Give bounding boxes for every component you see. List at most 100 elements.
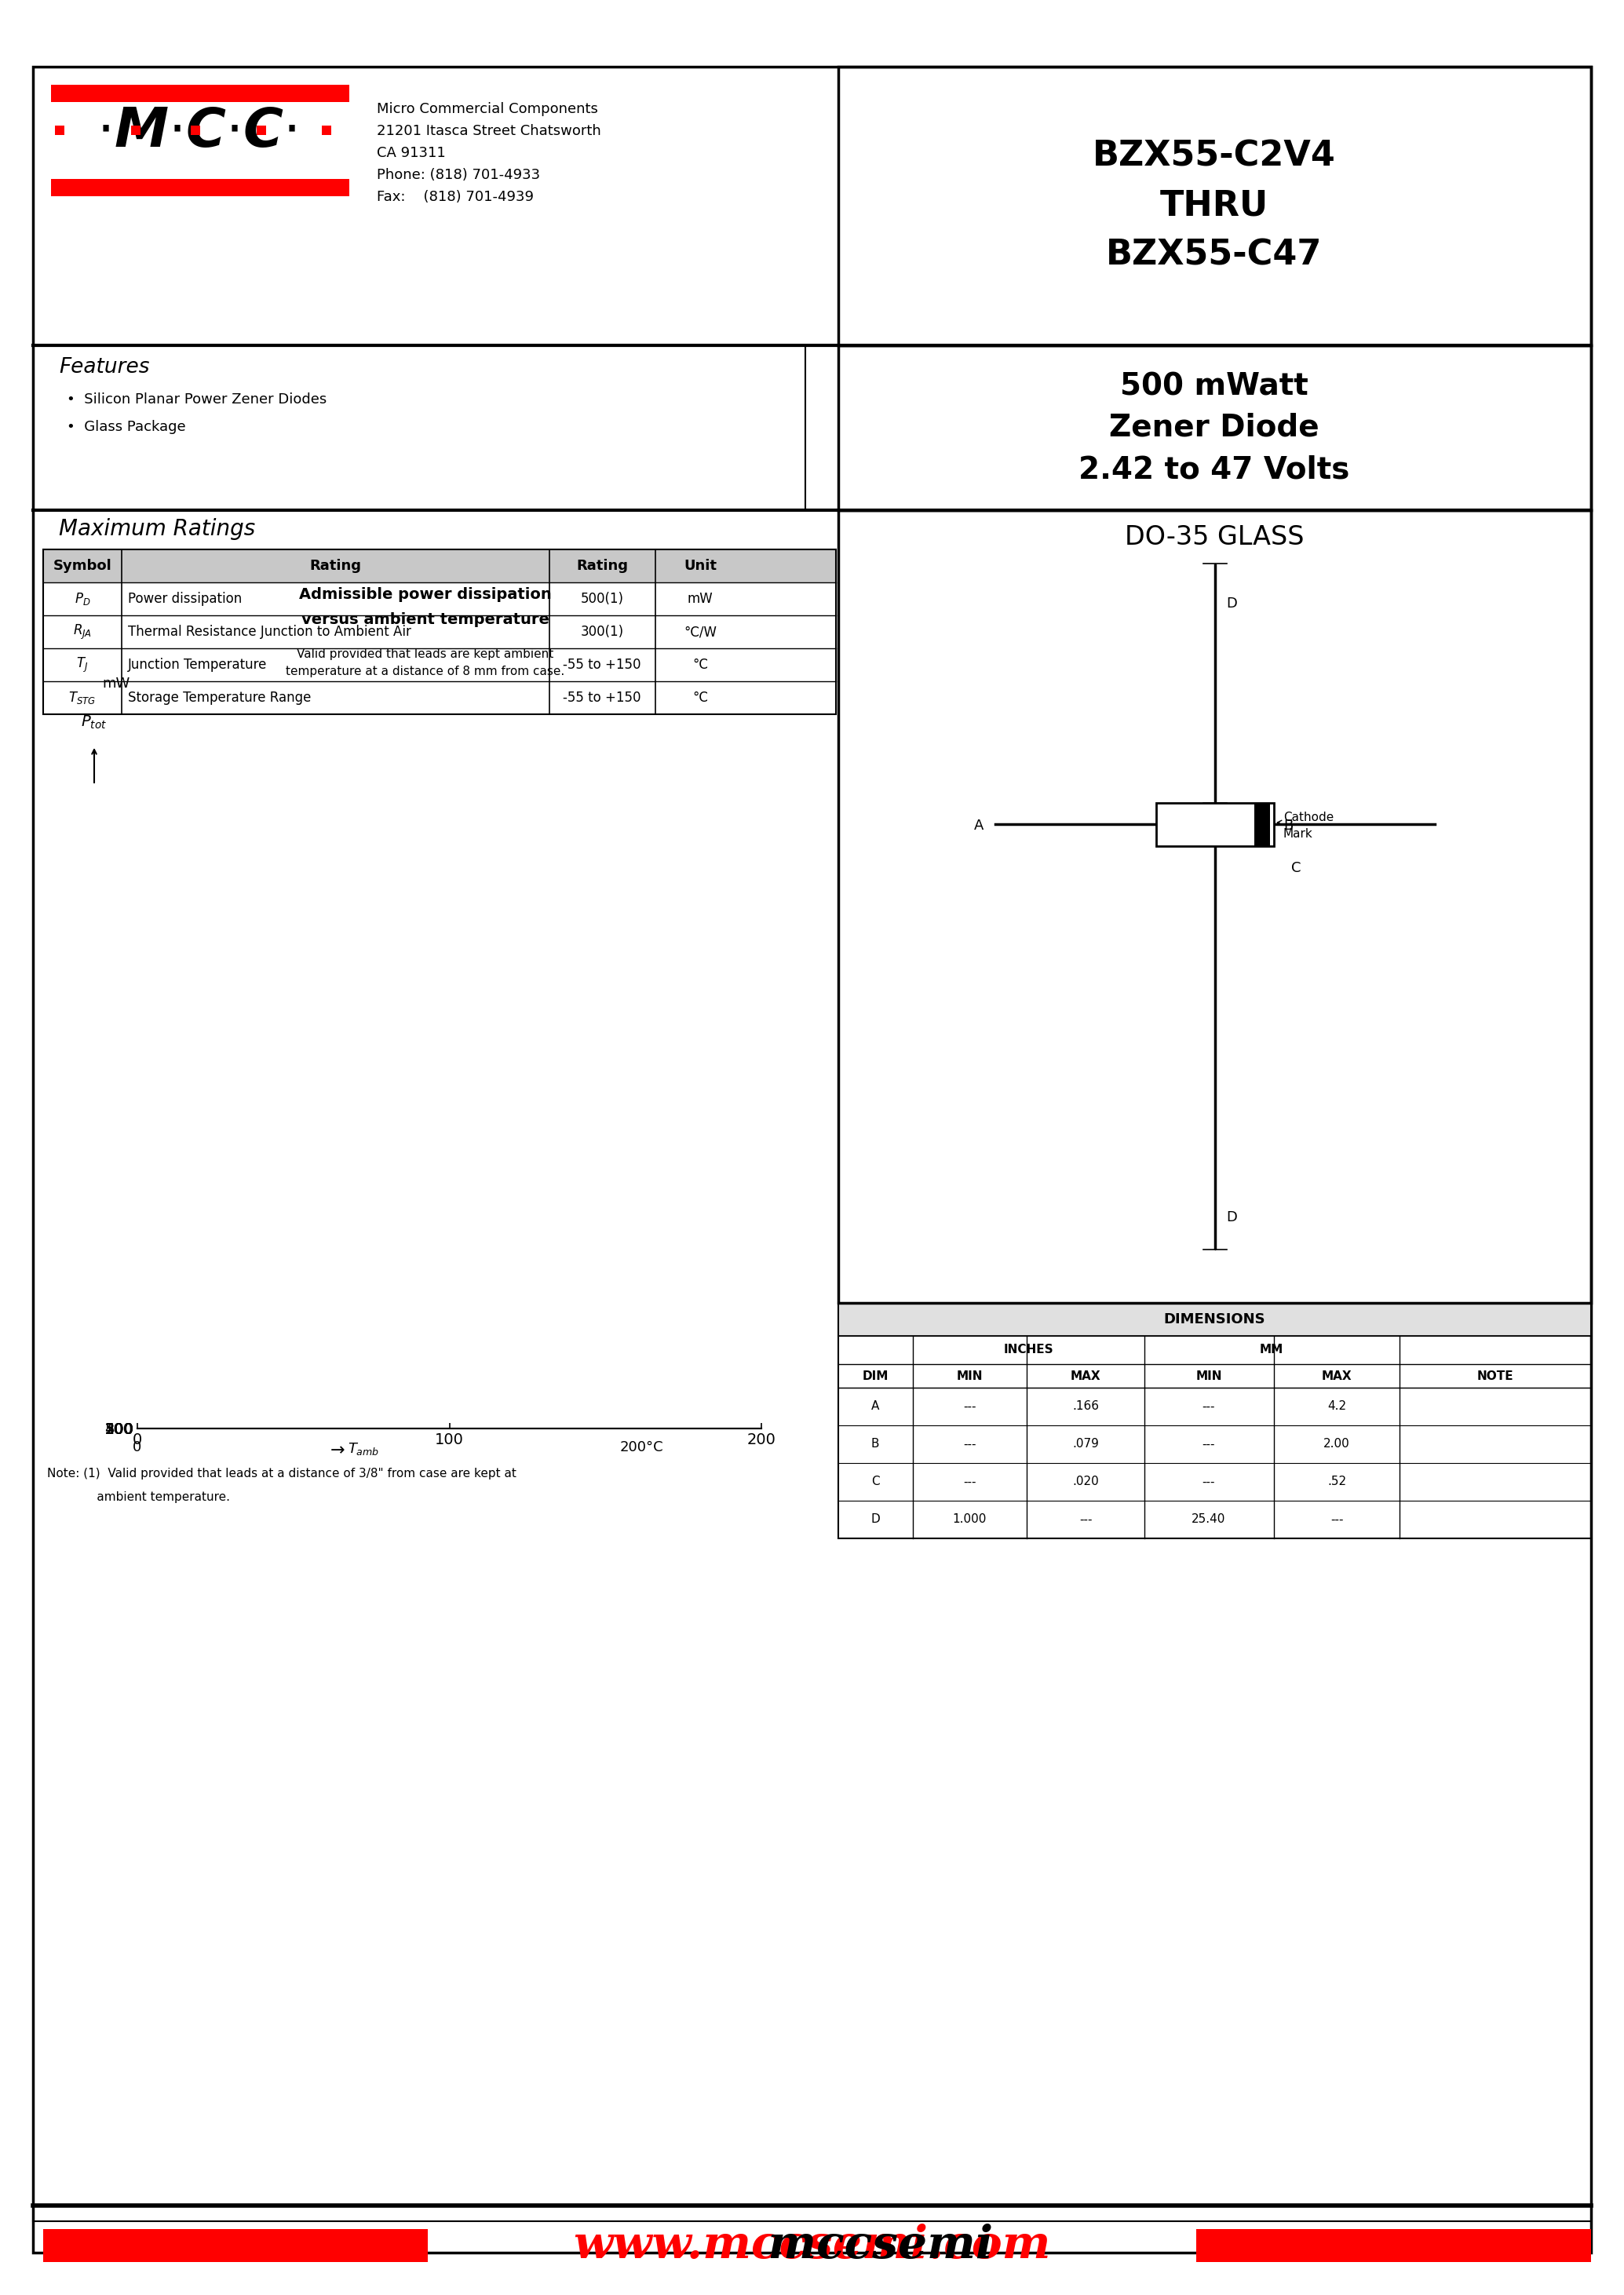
Text: 300(1): 300(1) [580, 624, 624, 638]
Text: 25.40: 25.40 [1192, 1515, 1226, 1526]
Text: 500(1): 500(1) [580, 592, 624, 606]
Text: Symbol: Symbol [54, 560, 112, 574]
Text: Unit: Unit [684, 560, 716, 574]
Text: mW: mW [687, 592, 713, 606]
Text: $P_D$: $P_D$ [75, 592, 91, 606]
Text: DIMENSIONS: DIMENSIONS [1163, 1313, 1265, 1327]
Text: DIM: DIM [862, 1370, 888, 1382]
Bar [1254, 803, 1270, 847]
Text: C: C [870, 1476, 879, 1487]
Text: ---: --- [963, 1476, 976, 1487]
Text: A: A [974, 819, 984, 833]
Text: C: C [1291, 861, 1301, 874]
Text: DO-35 GLASS: DO-35 GLASS [1124, 523, 1304, 551]
Text: 200°C: 200°C [620, 1441, 664, 1455]
Bar [838, 1304, 1592, 1336]
Text: ---: --- [963, 1400, 976, 1411]
Text: ---: --- [963, 1439, 976, 1450]
Text: •  Glass Package: • Glass Package [67, 420, 185, 434]
Text: MIN: MIN [1195, 1370, 1221, 1382]
Bar [50, 85, 349, 101]
Bar [44, 2228, 427, 2263]
Bar [132, 126, 141, 135]
Text: .020: .020 [1072, 1476, 1099, 1487]
Text: $R_{JA}$: $R_{JA}$ [73, 622, 93, 640]
Text: →: → [330, 1444, 344, 1457]
Bar [190, 126, 200, 135]
Text: .52: .52 [1327, 1476, 1346, 1487]
Text: -55 to +150: -55 to +150 [564, 659, 641, 672]
Text: .079: .079 [1072, 1439, 1099, 1450]
Text: Valid provided that leads are kept ambient: Valid provided that leads are kept ambie… [297, 647, 554, 661]
Text: Mark: Mark [1283, 828, 1312, 840]
Text: $T_{amb}$: $T_{amb}$ [348, 1441, 380, 1457]
Text: Admissible power dissipation: Admissible power dissipation [299, 588, 552, 601]
Text: Fax:    (818) 701-4939: Fax: (818) 701-4939 [377, 190, 534, 204]
Text: •  Silicon Planar Power Zener Diodes: • Silicon Planar Power Zener Diodes [67, 392, 326, 406]
Text: MIN: MIN [957, 1370, 983, 1382]
Text: mccsemi: mccsemi [624, 2224, 992, 2267]
Text: Cathode: Cathode [1283, 812, 1333, 824]
Text: -55 to +150: -55 to +150 [564, 691, 641, 705]
Text: $P_{tot}$: $P_{tot}$ [81, 714, 107, 732]
Bar [50, 179, 349, 195]
Text: Note: (1)  Valid provided that leads at a distance of 3/8" from case are kept at: Note: (1) Valid provided that leads at a… [47, 1469, 516, 1480]
Bar [1197, 2228, 1592, 2263]
Bar [55, 126, 65, 135]
Text: .166: .166 [1072, 1400, 1099, 1411]
Bar [32, 344, 806, 509]
Text: $T_{STG}$: $T_{STG}$ [68, 691, 96, 705]
Text: temperature at a distance of 8 mm from case.: temperature at a distance of 8 mm from c… [286, 666, 565, 677]
Text: 0: 0 [133, 1441, 141, 1455]
Text: ambient temperature.: ambient temperature. [47, 1492, 231, 1503]
Text: ---: --- [1202, 1439, 1215, 1450]
Text: D: D [1226, 597, 1237, 610]
Bar [322, 126, 331, 135]
Text: MAX: MAX [1322, 1370, 1351, 1382]
Text: Storage Temperature Range: Storage Temperature Range [128, 691, 312, 705]
Text: ---: --- [1202, 1400, 1215, 1411]
Bar [257, 126, 266, 135]
Text: Maximum Ratings: Maximum Ratings [58, 519, 255, 539]
Text: INCHES: INCHES [1004, 1345, 1054, 1356]
Bar [838, 67, 1592, 344]
Text: www.mccsemi.com: www.mccsemi.com [573, 2224, 1051, 2267]
Text: Junction Temperature: Junction Temperature [128, 659, 268, 672]
Bar [44, 549, 836, 583]
Text: 2.00: 2.00 [1324, 1439, 1350, 1450]
Text: Power dissipation: Power dissipation [128, 592, 242, 606]
Text: 500 mWatt
Zener Diode
2.42 to 47 Volts: 500 mWatt Zener Diode 2.42 to 47 Volts [1078, 372, 1350, 484]
Text: ---: --- [1202, 1476, 1215, 1487]
Text: D: D [1226, 1209, 1237, 1226]
Bar [838, 1304, 1592, 1538]
Text: °C/W: °C/W [684, 624, 716, 638]
Text: Thermal Resistance Junction to Ambient Air: Thermal Resistance Junction to Ambient A… [128, 624, 411, 638]
Text: Rating: Rating [309, 560, 361, 574]
Text: CA 91311: CA 91311 [377, 147, 445, 161]
Text: Micro Commercial Components: Micro Commercial Components [377, 101, 598, 117]
Text: BZX55-C2V4
THRU
BZX55-C47: BZX55-C2V4 THRU BZX55-C47 [1093, 140, 1337, 273]
Bar [44, 549, 836, 714]
Text: MM: MM [1260, 1345, 1283, 1356]
Text: mW: mW [102, 677, 130, 691]
Text: Phone: (818) 701-4933: Phone: (818) 701-4933 [377, 168, 541, 181]
Text: D: D [870, 1515, 880, 1526]
Text: $T_J$: $T_J$ [76, 656, 88, 675]
Bar [838, 344, 1592, 509]
Text: A: A [870, 1400, 879, 1411]
Text: versus ambient temperature: versus ambient temperature [302, 613, 549, 627]
Text: B: B [870, 1439, 879, 1450]
Text: 4.2: 4.2 [1327, 1400, 1346, 1411]
Text: °C: °C [692, 691, 708, 705]
Bar [838, 509, 1592, 1304]
Text: 1.000: 1.000 [952, 1515, 986, 1526]
Text: Features: Features [58, 358, 149, 379]
Text: MAX: MAX [1070, 1370, 1101, 1382]
Bar [1156, 803, 1273, 847]
Text: 21201 Itasca Street Chatsworth: 21201 Itasca Street Chatsworth [377, 124, 601, 138]
Text: NOTE: NOTE [1476, 1370, 1514, 1382]
Text: Rating: Rating [577, 560, 628, 574]
Text: B: B [1283, 819, 1293, 833]
Text: ---: --- [1330, 1515, 1343, 1526]
Text: ---: --- [1078, 1515, 1091, 1526]
